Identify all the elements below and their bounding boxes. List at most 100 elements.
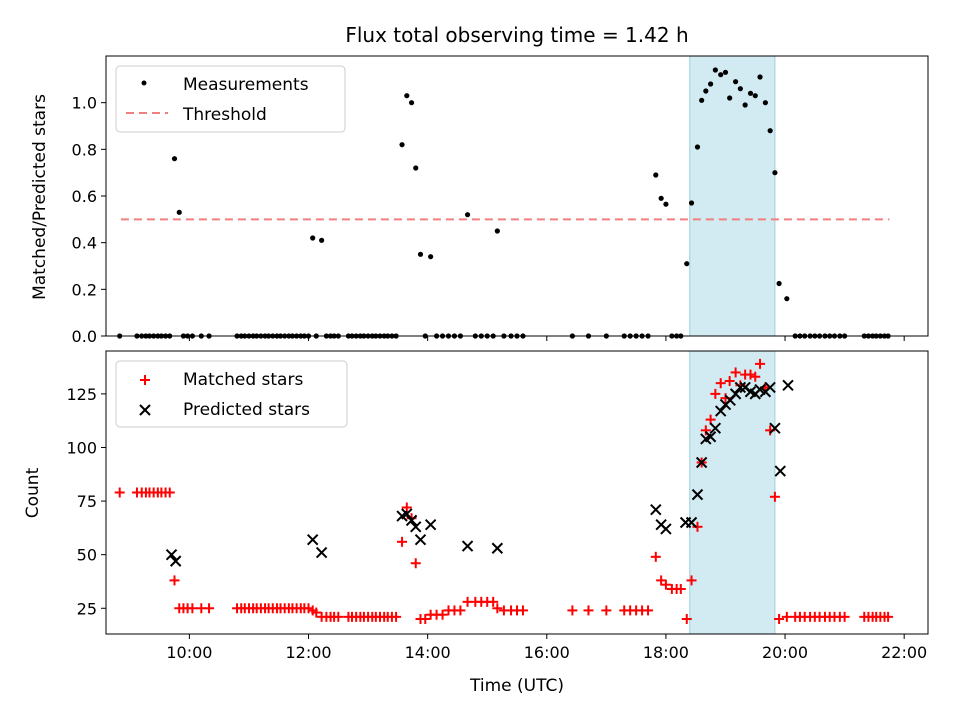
predicted-star-point xyxy=(315,546,328,559)
measurement-point xyxy=(757,74,763,80)
predicted-star-point xyxy=(424,518,437,531)
predicted-star-point xyxy=(405,514,418,527)
measurement-point xyxy=(688,200,695,206)
top-ticks: 0.0 0.2 0.4 0.6 0.8 1.0 xyxy=(72,94,905,346)
matched-points xyxy=(114,358,894,624)
y-tick-label: 125 xyxy=(66,385,97,404)
measurement-point xyxy=(703,88,709,94)
x-tick-label: 16:00 xyxy=(524,643,570,662)
bottom-y-axis-label: Count xyxy=(23,467,43,518)
predicted-star-point xyxy=(165,548,178,561)
predicted-star-point xyxy=(715,405,727,417)
matched-star-point xyxy=(401,502,412,513)
top-axes-frame xyxy=(105,55,929,337)
measurement-point xyxy=(767,128,773,134)
predicted-star-point xyxy=(691,488,704,501)
measurement-point xyxy=(413,165,419,171)
matched-star-point xyxy=(397,536,408,547)
predicted-star-point xyxy=(414,533,427,546)
measurement-point xyxy=(658,195,664,201)
y-tick-label: 100 xyxy=(66,438,97,457)
measurement-point xyxy=(718,72,724,78)
bottom-axes-frame xyxy=(105,350,929,635)
measurement-point xyxy=(694,144,701,150)
matched-star-point xyxy=(311,607,322,618)
matched-star-point xyxy=(488,596,499,607)
measurement-point xyxy=(404,93,410,99)
predicted-star-point xyxy=(491,542,504,554)
x-tick-label: 18:00 xyxy=(643,643,689,662)
measurement-point xyxy=(428,254,434,260)
predicted-star-point xyxy=(306,533,319,546)
legend-measurement-marker xyxy=(141,80,147,86)
y-tick-label: 25 xyxy=(77,599,97,618)
y-tick-label: 0.8 xyxy=(72,140,97,159)
matched-star-point xyxy=(410,558,421,569)
predicted-star-point xyxy=(709,422,722,434)
x-tick-label: 12:00 xyxy=(285,643,331,662)
top-panel: 0.0 0.2 0.4 0.6 0.8 1.0 Matched/Predicted sta… xyxy=(30,55,929,346)
predicted-star-point xyxy=(685,516,698,529)
legend-threshold-label: Threshold xyxy=(182,105,267,125)
measurement-point xyxy=(762,100,768,106)
matched-star-point xyxy=(455,605,466,616)
matched-star-point xyxy=(715,378,726,389)
measurement-point xyxy=(722,69,729,75)
y-tick-label: 50 xyxy=(77,546,97,565)
measurement-point xyxy=(310,235,316,241)
predicted-star-point xyxy=(660,523,672,535)
matched-star-point xyxy=(567,605,578,616)
predicted-star-point xyxy=(169,555,182,567)
legend-predicted-label: Predicted stars xyxy=(183,400,310,420)
matched-star-point xyxy=(724,376,735,387)
matched-star-point xyxy=(705,414,716,425)
measurement-point xyxy=(752,93,758,99)
measurement-point xyxy=(464,212,471,218)
matched-star-point xyxy=(114,487,125,498)
legend-x-glyph xyxy=(139,404,151,416)
measurement-point xyxy=(737,86,743,92)
measurement-point xyxy=(776,280,782,287)
measurement-point xyxy=(712,67,718,73)
measurement-point xyxy=(707,81,714,87)
predicted-star-point xyxy=(774,465,786,477)
matched-star-point xyxy=(750,371,761,382)
measurement-point xyxy=(408,100,415,106)
legend-measurements-label: Measurements xyxy=(183,75,309,95)
matched-star-point xyxy=(692,521,703,532)
matched-star-point xyxy=(601,605,612,616)
matched-star-point xyxy=(187,603,198,614)
matched-star-point xyxy=(164,487,175,498)
measurement-point xyxy=(171,156,178,162)
measurement-points xyxy=(117,67,891,339)
matched-star-point xyxy=(169,575,180,586)
matched-star-point xyxy=(660,579,671,590)
matched-star-point xyxy=(583,605,594,616)
bottom-legend: Matched stars Predicted stars xyxy=(115,360,348,428)
matched-star-point xyxy=(686,575,697,586)
top-y-axis-label: Matched/Predicted stars xyxy=(30,94,50,300)
legend-plus-glyph xyxy=(140,375,150,385)
bottom-panel: 10:00 12:00 14:00 16:00 18:00 20:00 22:00 25 50 7… xyxy=(23,350,929,696)
y-tick-label: 0.6 xyxy=(72,187,97,206)
top-highlight-span xyxy=(689,55,776,337)
matched-star-point xyxy=(700,425,711,436)
matched-star-point xyxy=(420,613,431,624)
matched-star-point xyxy=(774,613,785,624)
measurement-point xyxy=(727,95,733,101)
legend-matched-marker xyxy=(140,375,150,385)
matched-star-point xyxy=(781,611,792,622)
measurement-point xyxy=(733,79,739,85)
matched-star-point xyxy=(492,603,503,614)
bottom-ticks: 10:00 12:00 14:00 16:00 18:00 20:00 22:00 25 50 7… xyxy=(66,385,927,662)
bottom-legend-box xyxy=(115,360,348,428)
measurement-point xyxy=(663,201,669,207)
top-legend: Measurements Threshold xyxy=(115,65,346,133)
predicted-star-point xyxy=(401,508,413,520)
predicted-star-point xyxy=(764,381,776,394)
matched-star-point xyxy=(883,611,894,622)
measurement-point xyxy=(399,142,405,148)
matched-star-point xyxy=(643,605,654,616)
y-tick-label: 0.4 xyxy=(72,234,97,253)
